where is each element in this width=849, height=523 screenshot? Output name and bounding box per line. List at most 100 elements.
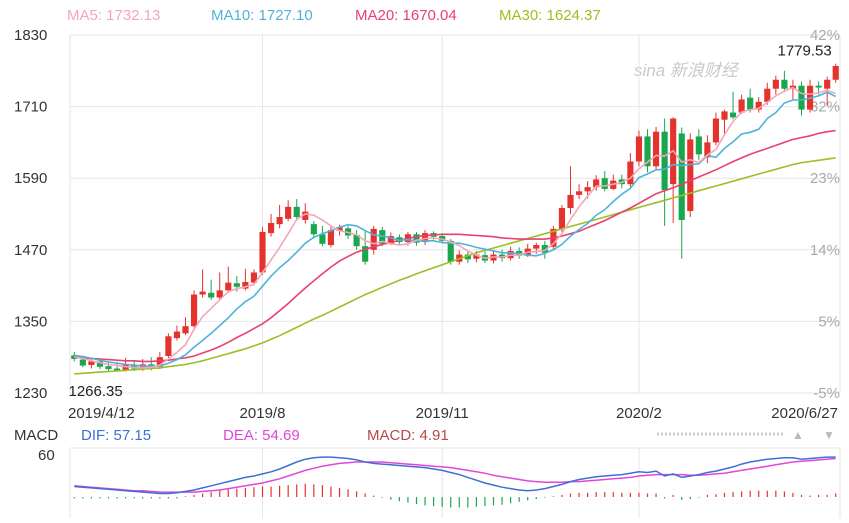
date-tick-label: 2019/4/12 bbox=[68, 405, 135, 422]
price-tick-label: 1230 bbox=[14, 385, 47, 402]
macd-lines bbox=[74, 456, 836, 495]
candle-body bbox=[755, 101, 762, 110]
macd-toolbar: ▲ ▼ bbox=[657, 428, 835, 442]
price-tick-label: 1710 bbox=[14, 99, 47, 116]
candle-body bbox=[208, 292, 215, 298]
price-axis-labels: 1830 1710 1590 1470 1350 1230 bbox=[14, 27, 47, 402]
candle-body bbox=[738, 99, 745, 113]
ma5-line bbox=[74, 86, 836, 369]
candle-body bbox=[182, 326, 189, 334]
candle-body bbox=[712, 118, 720, 143]
dea-line bbox=[74, 457, 836, 493]
dif-line bbox=[74, 456, 836, 495]
macd-tick-label: 60 bbox=[38, 447, 55, 464]
price-annotations: 1779.53 1266.35 bbox=[69, 43, 832, 400]
legend-dif: DIF: 57.15 bbox=[81, 427, 151, 444]
max-price-annotation: 1779.53 bbox=[777, 43, 831, 60]
candle-body bbox=[293, 206, 300, 217]
candle-body bbox=[781, 79, 788, 89]
candle-body bbox=[302, 211, 309, 220]
candle-body bbox=[319, 234, 326, 244]
candle-body bbox=[370, 228, 377, 250]
date-tick-label: 2020/2 bbox=[616, 405, 662, 422]
candle-body bbox=[747, 97, 754, 110]
percent-axis-labels: 42% 32% 23% 14% 5% -5% bbox=[810, 27, 840, 402]
date-tick-label: 2020/6/27 bbox=[771, 405, 838, 422]
candle-body bbox=[96, 361, 104, 367]
candle-body bbox=[421, 233, 429, 243]
ma-legend: MA5: 1732.13 MA10: 1727.10 MA20: 1670.04… bbox=[67, 7, 601, 24]
percent-tick-label: 23% bbox=[810, 170, 840, 187]
macd-scroll-down-icon[interactable]: ▼ bbox=[823, 428, 835, 442]
candle-body bbox=[267, 222, 275, 234]
candle-body bbox=[687, 139, 694, 212]
candle-body bbox=[353, 234, 360, 247]
candle-body bbox=[729, 112, 737, 118]
price-tick-label: 1590 bbox=[14, 170, 47, 187]
legend-dea: DEA: 54.69 bbox=[223, 427, 300, 444]
candle-body bbox=[387, 236, 394, 244]
candle-body bbox=[593, 179, 600, 188]
date-tick-label: 2019/11 bbox=[416, 405, 469, 422]
candle-body bbox=[165, 336, 172, 357]
candle-body bbox=[250, 272, 258, 283]
candle-body bbox=[379, 230, 386, 244]
candle-body bbox=[447, 240, 454, 262]
percent-tick-label: 42% bbox=[810, 27, 840, 44]
date-axis-labels: 2019/4/12 2019/8 2019/11 2020/2 2020/6/27 bbox=[68, 405, 838, 422]
ma10-line bbox=[74, 91, 837, 367]
candle-body bbox=[704, 142, 711, 158]
candle-body bbox=[772, 79, 779, 89]
candle-body bbox=[113, 368, 121, 371]
candle-body bbox=[824, 79, 831, 89]
percent-tick-label: -5% bbox=[813, 385, 840, 402]
candle-body bbox=[225, 282, 232, 291]
candle-body bbox=[473, 254, 480, 259]
sina-watermark: sina 新浪财经 bbox=[634, 61, 740, 80]
candlestick-series bbox=[71, 63, 839, 373]
price-tick-label: 1830 bbox=[14, 27, 47, 44]
candle-body bbox=[216, 290, 223, 298]
candle-body bbox=[558, 208, 566, 229]
candle-body bbox=[661, 131, 668, 191]
price-tick-label: 1470 bbox=[14, 242, 47, 259]
price-tick-label: 1350 bbox=[14, 313, 47, 330]
candle-body bbox=[173, 331, 181, 339]
percent-tick-label: 5% bbox=[818, 313, 840, 330]
candle-body bbox=[362, 246, 369, 262]
macd-grid bbox=[69, 447, 841, 518]
legend-ma20: MA20: 1670.04 bbox=[355, 7, 457, 24]
candle-body bbox=[635, 136, 643, 162]
candle-body bbox=[88, 361, 95, 365]
candle-body bbox=[575, 191, 583, 195]
legend-ma10: MA10: 1727.10 bbox=[211, 7, 313, 24]
percent-tick-label: 32% bbox=[810, 99, 840, 116]
legend-ma5: MA5: 1732.13 bbox=[67, 7, 160, 24]
candle-body bbox=[652, 131, 660, 167]
candle-body bbox=[105, 366, 112, 370]
candle-body bbox=[199, 291, 206, 295]
candle-body bbox=[567, 194, 574, 209]
candle-body bbox=[832, 66, 839, 80]
candle-body bbox=[678, 133, 685, 220]
candle-body bbox=[627, 161, 634, 185]
candle-body bbox=[79, 359, 86, 366]
candle-body bbox=[327, 230, 335, 246]
candle-body bbox=[764, 88, 771, 102]
macd-scroll-up-icon[interactable]: ▲ bbox=[792, 428, 804, 442]
price-grid bbox=[69, 34, 841, 394]
macd-axis-labels: 60 bbox=[38, 447, 55, 464]
candle-body bbox=[259, 231, 266, 273]
candle-body bbox=[285, 206, 292, 219]
candle-body bbox=[584, 187, 591, 192]
candle-body bbox=[413, 234, 420, 243]
candle-body bbox=[798, 85, 805, 110]
ma20-line bbox=[74, 129, 836, 363]
min-price-annotation: 1266.35 bbox=[69, 383, 123, 400]
candle-body bbox=[541, 245, 548, 253]
candle-body bbox=[533, 245, 540, 249]
candle-body bbox=[242, 282, 249, 289]
legend-ma30: MA30: 1624.37 bbox=[499, 7, 601, 24]
